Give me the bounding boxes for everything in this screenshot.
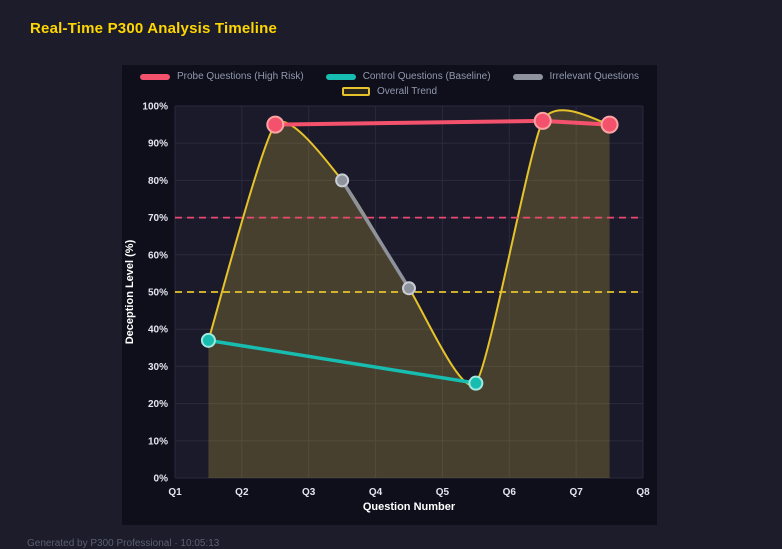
y-axis-title: Deception Level (%)	[124, 239, 136, 344]
legend-swatch-trend	[341, 87, 370, 96]
x-axis-title: Question Number	[363, 501, 456, 513]
x-tick-label: Q3	[302, 487, 316, 498]
legend-label-probe: Probe Questions (High Risk)	[176, 71, 304, 82]
x-tick-label: Q6	[503, 487, 517, 498]
probe-point[interactable]	[600, 115, 619, 134]
x-tick-label: Q2	[235, 487, 249, 498]
legend-label-irrelevant: Irrelevant Questions	[549, 71, 640, 82]
y-tick-label: 20%	[148, 399, 168, 410]
irrelevant-point[interactable]	[335, 173, 350, 188]
y-tick-label: 80%	[148, 176, 168, 187]
control-line	[206, 338, 478, 385]
x-tick-label: Q8	[636, 487, 650, 498]
y-tick-label: 10%	[148, 436, 168, 447]
probe-point[interactable]	[533, 111, 552, 130]
legend-swatch-irrelevant	[512, 73, 543, 80]
chart-panel: Probe Questions (High Risk) Control Quest…	[122, 65, 657, 525]
irrelevant-point[interactable]	[402, 281, 416, 296]
y-tick-label: 60%	[148, 250, 168, 261]
footer-note: Generated by P300 Professional · 10:05:1…	[27, 538, 220, 549]
control-point[interactable]	[468, 375, 484, 391]
chart-legend: Probe Questions (High Risk) Control Quest…	[122, 71, 657, 97]
legend-item-probe[interactable]: Probe Questions (High Risk)	[139, 71, 304, 82]
legend-swatch-probe	[139, 73, 170, 80]
y-tick-label: 40%	[148, 325, 168, 336]
legend-item-trend[interactable]: Overall Trend	[341, 86, 438, 97]
legend-label-trend: Overall Trend	[376, 86, 438, 97]
irrelevant-line	[340, 178, 411, 291]
y-tick-label: 0%	[154, 474, 169, 485]
y-tick-label: 50%	[148, 288, 168, 299]
control-point[interactable]	[200, 332, 216, 348]
y-tick-label: 100%	[142, 102, 168, 113]
legend-row-2: Overall Trend	[341, 86, 438, 97]
legend-item-irrelevant[interactable]: Irrelevant Questions	[512, 71, 640, 82]
page-title: Real-Time P300 Analysis Timeline	[30, 20, 278, 37]
probe-point[interactable]	[266, 115, 285, 134]
x-tick-label: Q4	[369, 487, 383, 498]
legend-label-control: Control Questions (Baseline)	[362, 71, 491, 82]
legend-swatch-control	[325, 73, 356, 80]
y-tick-label: 30%	[148, 362, 168, 373]
x-tick-label: Q7	[569, 487, 583, 498]
legend-item-control[interactable]: Control Questions (Baseline)	[325, 71, 491, 82]
y-tick-label: 70%	[148, 213, 168, 224]
legend-row-1: Probe Questions (High Risk) Control Quest…	[139, 71, 640, 82]
x-tick-label: Q5	[436, 487, 450, 498]
x-tick-label: Q1	[168, 487, 182, 498]
y-tick-label: 90%	[148, 139, 168, 150]
p300-timeline-chart: 0% 10% 20% 30% 40% 50% 60% 70% 80% 90% 100% Q1 Q2 Q3 Q…	[124, 102, 650, 514]
